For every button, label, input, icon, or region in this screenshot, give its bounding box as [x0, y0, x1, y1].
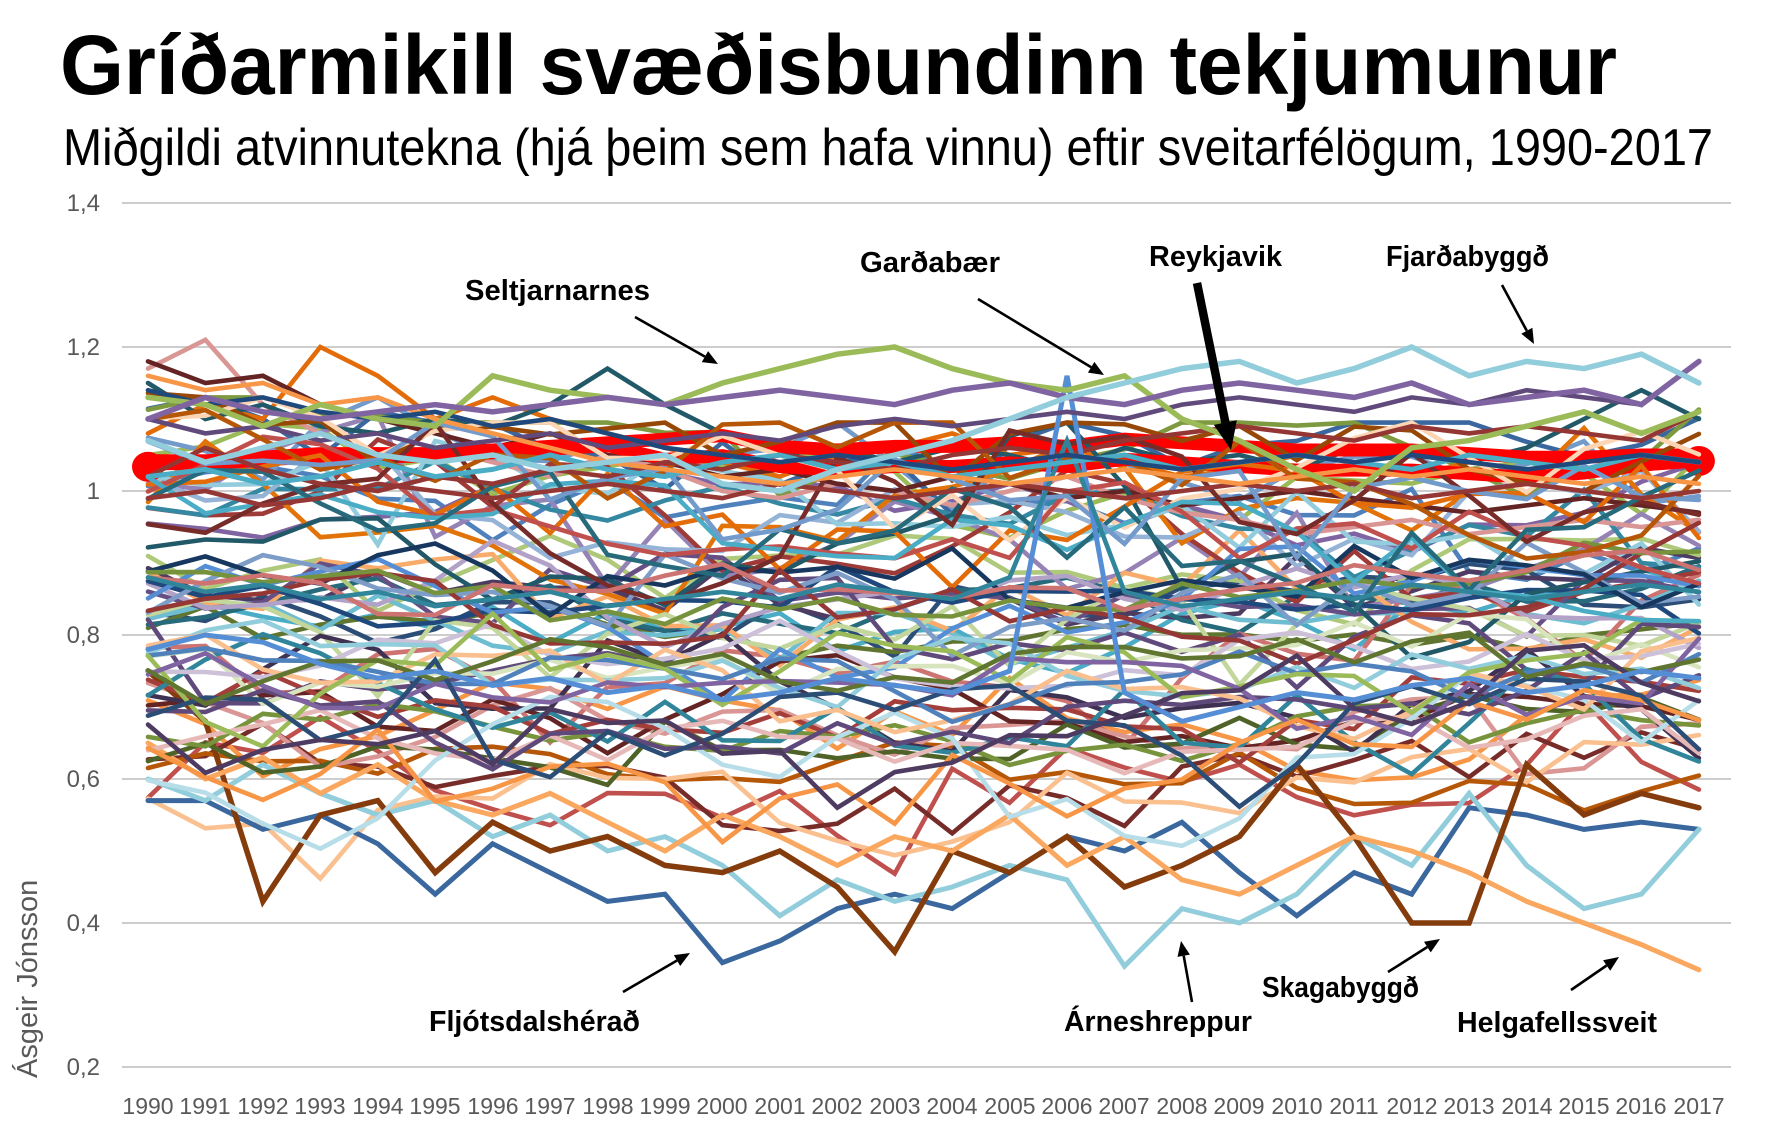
- svg-text:1999: 1999: [639, 1093, 690, 1119]
- svg-text:2011: 2011: [1329, 1093, 1378, 1119]
- svg-text:2013: 2013: [1443, 1093, 1494, 1119]
- svg-text:1993: 1993: [294, 1093, 345, 1119]
- svg-text:1,2: 1,2: [67, 334, 100, 361]
- svg-text:1: 1: [87, 478, 100, 505]
- svg-text:2015: 2015: [1558, 1093, 1609, 1119]
- svg-text:1994: 1994: [352, 1093, 403, 1119]
- svg-text:2012: 2012: [1386, 1093, 1437, 1119]
- svg-text:Skagabyggð: Skagabyggð: [1262, 972, 1419, 1004]
- svg-text:1998: 1998: [582, 1093, 633, 1119]
- svg-text:0,8: 0,8: [67, 622, 100, 649]
- svg-text:1995: 1995: [409, 1093, 460, 1119]
- svg-text:2010: 2010: [1271, 1093, 1322, 1119]
- svg-text:2009: 2009: [1213, 1093, 1264, 1119]
- svg-text:2001: 2001: [754, 1093, 805, 1119]
- svg-text:Árneshreppur: Árneshreppur: [1064, 1004, 1252, 1038]
- svg-text:0,4: 0,4: [67, 910, 100, 937]
- svg-text:Ásgeir Jónsson: Ásgeir Jónsson: [11, 880, 44, 1078]
- svg-text:2014: 2014: [1501, 1093, 1552, 1119]
- svg-text:1992: 1992: [237, 1093, 288, 1119]
- svg-text:Seltjarnarnes: Seltjarnarnes: [465, 275, 650, 307]
- svg-text:1,4: 1,4: [67, 190, 100, 217]
- svg-text:0,6: 0,6: [67, 766, 100, 793]
- svg-text:1990: 1990: [122, 1093, 173, 1119]
- svg-text:Reykjavik: Reykjavik: [1149, 241, 1283, 273]
- svg-text:1996: 1996: [467, 1093, 518, 1119]
- svg-text:Miðgildi atvinnutekna (hjá þei: Miðgildi atvinnutekna (hjá þeim sem hafa…: [63, 119, 1713, 177]
- svg-text:1991: 1991: [179, 1093, 230, 1119]
- svg-text:2017: 2017: [1673, 1093, 1724, 1119]
- svg-text:2006: 2006: [1041, 1093, 1092, 1119]
- svg-text:2002: 2002: [811, 1093, 862, 1119]
- svg-text:2005: 2005: [984, 1093, 1035, 1119]
- svg-text:1997: 1997: [524, 1093, 575, 1119]
- svg-text:Fljótsdalshérað: Fljótsdalshérað: [429, 1006, 640, 1038]
- svg-text:2003: 2003: [869, 1093, 920, 1119]
- svg-text:2008: 2008: [1156, 1093, 1207, 1119]
- svg-text:2000: 2000: [696, 1093, 747, 1119]
- svg-text:0,2: 0,2: [67, 1054, 100, 1081]
- svg-text:Gríðarmikill svæðisbundinn tek: Gríðarmikill svæðisbundinn tekjumunur: [60, 18, 1617, 112]
- svg-text:Garðabær: Garðabær: [860, 247, 1000, 279]
- svg-text:Fjarðabyggð: Fjarðabyggð: [1386, 241, 1549, 273]
- svg-text:2016: 2016: [1615, 1093, 1666, 1119]
- svg-text:Helgafellssveit: Helgafellssveit: [1457, 1007, 1657, 1039]
- svg-text:2007: 2007: [1098, 1093, 1149, 1119]
- svg-text:2004: 2004: [926, 1093, 977, 1119]
